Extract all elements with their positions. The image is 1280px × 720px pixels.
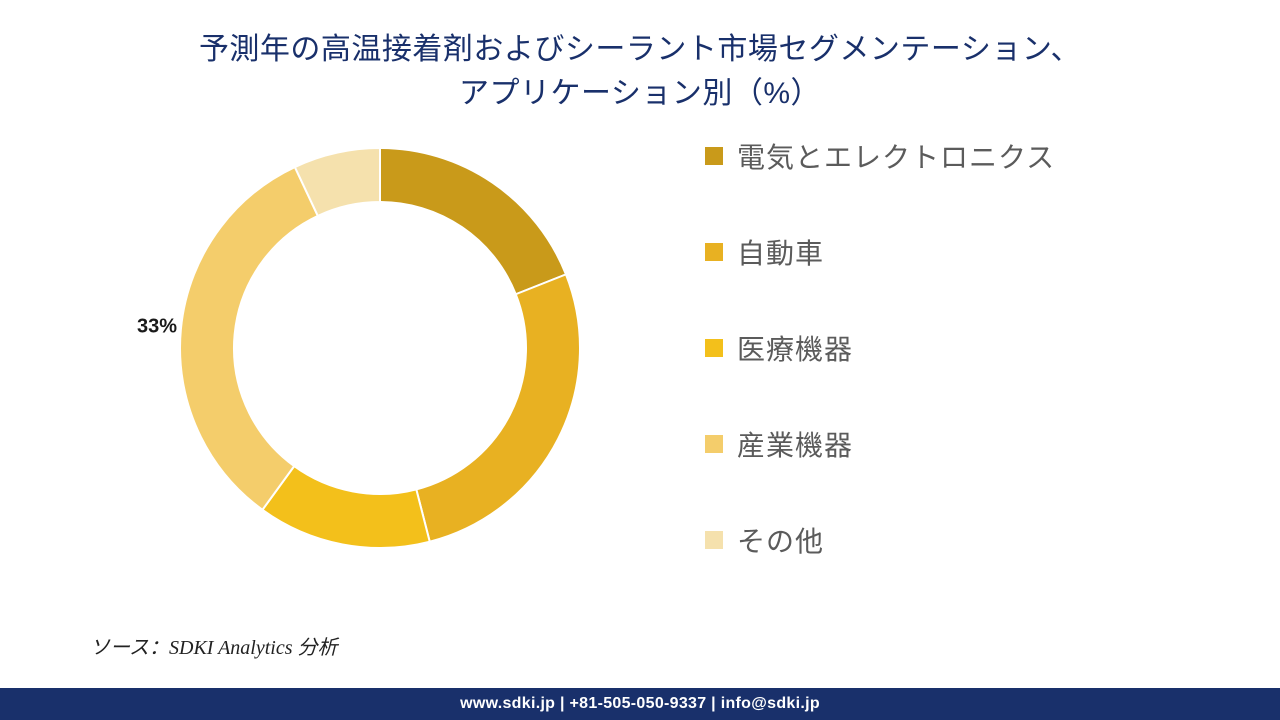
legend-swatch <box>705 147 723 165</box>
source-text: ソース：SDKI Analytics 分析 <box>90 631 338 660</box>
legend-item: 電気とエレクトロニクス <box>705 136 1055 176</box>
footer-text: www.sdki.jp | +81-505-050-9337 | info@sd… <box>460 695 820 713</box>
legend-item: 産業機器 <box>705 424 1055 464</box>
chart-title-line1: 予測年の高温接着剤およびシーラント市場セグメンテーション、 <box>199 33 1081 66</box>
legend-swatch <box>705 531 723 549</box>
legend-item: 自動車 <box>705 232 1055 272</box>
legend: 電気とエレクトロニクス自動車医療機器産業機器その他 <box>705 136 1055 560</box>
legend-item: その他 <box>705 520 1055 560</box>
donut-slice <box>380 148 566 294</box>
donut-slice <box>262 466 429 548</box>
legend-label: 自動車 <box>737 232 824 272</box>
legend-swatch <box>705 435 723 453</box>
chart-title-line2: アプリケーション別（%） <box>459 77 821 110</box>
chart-content: 33% 電気とエレクトロニクス自動車医療機器産業機器その他 <box>0 133 1280 563</box>
legend-label: 電気とエレクトロニクス <box>737 136 1055 176</box>
legend-label: 産業機器 <box>737 424 853 464</box>
donut-slice <box>180 167 318 510</box>
donut-chart: 33% <box>165 133 595 563</box>
legend-item: 医療機器 <box>705 328 1055 368</box>
legend-label: 医療機器 <box>737 328 853 368</box>
legend-swatch <box>705 339 723 357</box>
legend-label: その他 <box>737 520 824 560</box>
footer-bar: www.sdki.jp | +81-505-050-9337 | info@sd… <box>0 688 1280 720</box>
donut-slice <box>416 274 580 541</box>
legend-swatch <box>705 243 723 261</box>
chart-title: 予測年の高温接着剤およびシーラント市場セグメンテーション、 アプリケーション別（… <box>0 0 1280 115</box>
slice-data-label: 33% <box>137 315 177 338</box>
